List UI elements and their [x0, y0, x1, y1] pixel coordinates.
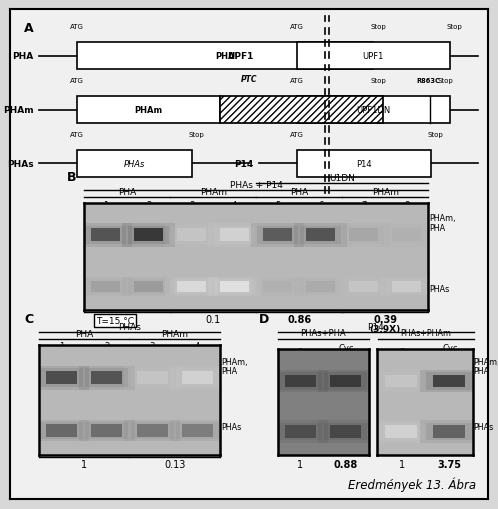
- Text: PHA: PHA: [75, 329, 93, 338]
- Text: ATG: ATG: [290, 78, 304, 83]
- Text: PHAm,: PHAm,: [429, 213, 456, 222]
- Bar: [297, 97, 450, 124]
- Text: PTC: PTC: [241, 75, 257, 83]
- Bar: [77, 151, 192, 178]
- Text: 1: 1: [297, 459, 303, 469]
- Text: C: C: [24, 313, 33, 325]
- Text: Eredmények 13. Ábra: Eredmények 13. Ábra: [348, 477, 476, 492]
- Text: PHA: PHA: [12, 52, 34, 61]
- Text: 3.75: 3.75: [438, 459, 462, 469]
- Text: 3: 3: [189, 200, 194, 209]
- Bar: [220, 97, 383, 124]
- Text: 0.88: 0.88: [334, 459, 358, 469]
- Text: PHAs + P14: PHAs + P14: [230, 181, 282, 189]
- Text: 1: 1: [399, 459, 405, 469]
- Text: -: -: [400, 344, 403, 352]
- Text: PHAs+PHA: PHAs+PHA: [300, 329, 346, 337]
- Text: PHAm,: PHAm,: [474, 357, 498, 366]
- Text: 1: 1: [59, 342, 64, 351]
- Text: PHAm: PHAm: [161, 329, 188, 338]
- Text: 0.13: 0.13: [164, 459, 186, 469]
- Text: 7: 7: [361, 200, 367, 209]
- Text: 2: 2: [343, 348, 349, 357]
- Text: 3: 3: [149, 342, 155, 351]
- Text: 4: 4: [447, 348, 452, 357]
- Text: 1: 1: [124, 314, 130, 324]
- Bar: [297, 43, 450, 70]
- Text: -: -: [299, 344, 302, 352]
- Text: Stop: Stop: [428, 131, 443, 137]
- Text: ATG: ATG: [70, 78, 84, 83]
- Text: ATG: ATG: [70, 131, 84, 137]
- Text: 4: 4: [232, 200, 237, 209]
- Text: P14: P14: [235, 160, 254, 168]
- Text: P14: P14: [368, 322, 384, 331]
- Text: PHAm: PHAm: [3, 106, 34, 115]
- Text: 4: 4: [195, 342, 200, 351]
- Bar: [220, 97, 383, 124]
- Text: Stop: Stop: [370, 24, 386, 30]
- Text: U1DN: U1DN: [329, 173, 355, 182]
- Text: A: A: [24, 22, 34, 35]
- Text: PHAs: PHAs: [429, 284, 450, 293]
- Text: 2: 2: [104, 342, 110, 351]
- Bar: [77, 97, 220, 124]
- Text: (3.9X): (3.9X): [370, 324, 401, 333]
- Text: Cyc: Cyc: [442, 344, 458, 352]
- Text: ATG: ATG: [70, 24, 84, 30]
- Text: B: B: [67, 171, 77, 184]
- Text: 0.86: 0.86: [287, 314, 311, 324]
- Text: Stop: Stop: [370, 78, 386, 83]
- Text: 1: 1: [298, 348, 303, 357]
- Text: PHAm: PHAm: [372, 188, 399, 197]
- Text: Cyc: Cyc: [338, 344, 354, 352]
- Text: PHAm,: PHAm,: [221, 357, 248, 366]
- Text: PHAs+PHAm: PHAs+PHAm: [400, 329, 451, 337]
- Text: PHA: PHA: [474, 366, 490, 375]
- Text: PHAs: PHAs: [474, 422, 494, 431]
- Text: PHAm: PHAm: [200, 188, 227, 197]
- Text: T=15 °C: T=15 °C: [96, 317, 134, 325]
- Text: ATG: ATG: [290, 24, 304, 30]
- Text: Stop: Stop: [437, 78, 453, 83]
- Text: UPF1: UPF1: [363, 52, 384, 61]
- Text: Stop: Stop: [189, 131, 204, 137]
- Text: 1: 1: [103, 200, 108, 209]
- Bar: [77, 43, 374, 70]
- Text: PHA: PHA: [118, 188, 136, 197]
- Text: 5: 5: [275, 200, 280, 209]
- Text: R863C: R863C: [417, 78, 441, 83]
- Text: P14: P14: [356, 160, 372, 168]
- Text: D: D: [258, 313, 269, 325]
- Text: PHA: PHA: [290, 188, 308, 197]
- Text: 6: 6: [318, 200, 323, 209]
- Text: PHAs: PHAs: [118, 322, 141, 331]
- Text: 3: 3: [399, 348, 405, 357]
- Text: PHAm: PHAm: [134, 106, 163, 115]
- Text: 1: 1: [81, 459, 87, 469]
- Bar: [297, 151, 431, 178]
- Text: PHA: PHA: [429, 223, 445, 232]
- Text: 0.39: 0.39: [374, 314, 397, 324]
- Text: Stop: Stop: [447, 24, 463, 30]
- Text: ATG: ATG: [290, 131, 304, 137]
- Text: PHA: PHA: [215, 52, 235, 61]
- Text: U1DN: U1DN: [225, 106, 254, 115]
- Text: PHAs: PHAs: [124, 160, 145, 168]
- Text: PHA: PHA: [221, 366, 238, 375]
- Text: PHAs: PHAs: [7, 160, 34, 168]
- Text: 8: 8: [404, 200, 409, 209]
- Text: 2: 2: [146, 200, 151, 209]
- Text: UPF1DN: UPF1DN: [356, 106, 390, 115]
- Text: PHAs: PHAs: [221, 422, 242, 431]
- Text: 0.1: 0.1: [206, 314, 221, 324]
- Text: UPF1: UPF1: [228, 52, 254, 61]
